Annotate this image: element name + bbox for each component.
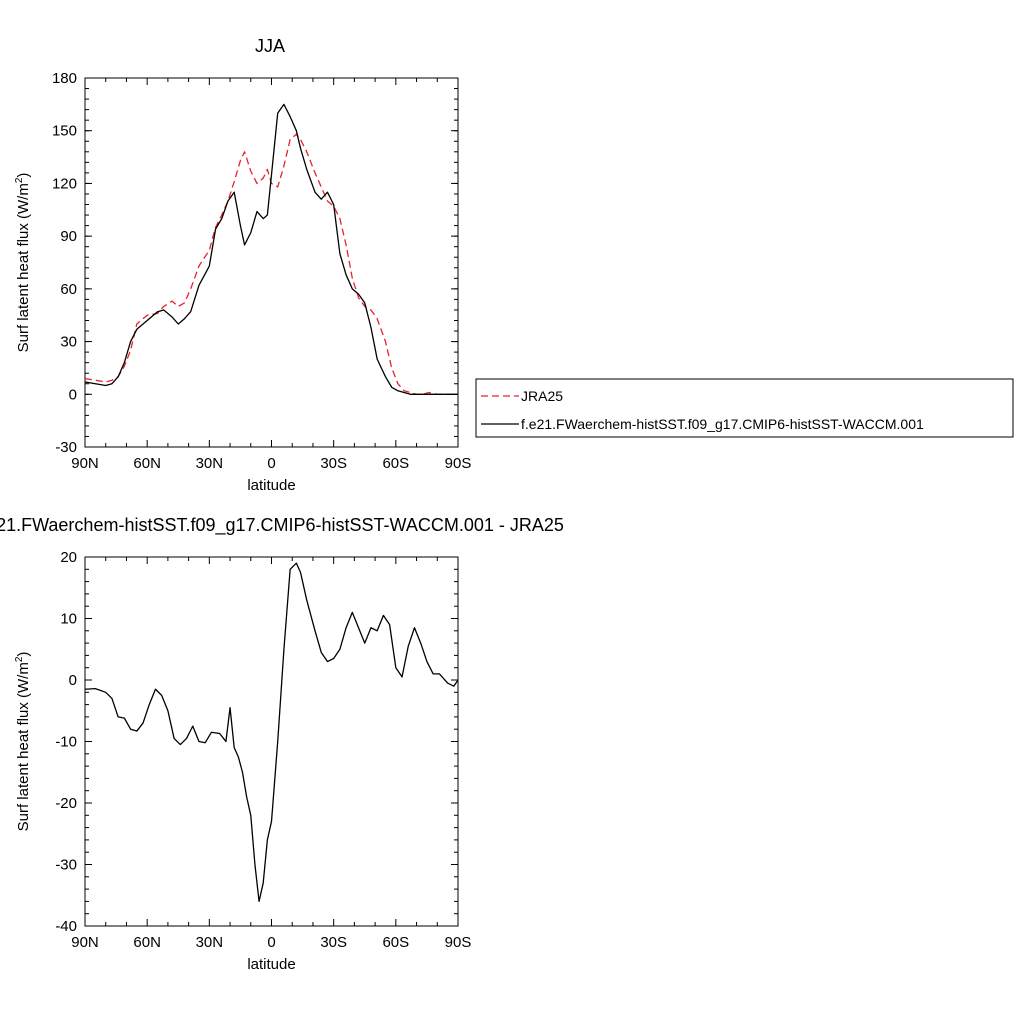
bottom-xtick-label: 90S	[445, 934, 472, 951]
top-series-model-line	[84, 103, 458, 395]
bottom-ytick-label: -30	[55, 857, 77, 874]
bottom-ytick-label: -10	[55, 734, 77, 751]
top-ytick-label: 90	[60, 228, 77, 245]
top-ytick-label: 150	[52, 123, 77, 140]
top-xtick-label: 90S	[445, 455, 472, 472]
top-xtick-label: 0	[267, 455, 275, 472]
bottom-ytick-label: 10	[60, 611, 77, 628]
bottom-ytick-label: -40	[55, 918, 77, 935]
legend: JRA25 f.e21.FWaerchem-histSST.f09_g17.CM…	[475, 378, 1014, 438]
legend-label-jra25: JRA25	[521, 388, 563, 404]
top-xtick-label: 30S	[320, 455, 347, 472]
bottom-ytick-label: -20	[55, 795, 77, 812]
bottom-yaxis-title: Surf latent heat flux (W/m2)	[14, 652, 32, 832]
bottom-ytick-label: 0	[69, 672, 77, 689]
bottom-plot: 90N 60N 30N 0 30S 60S 90S -40 -30 -20 -10 0 10 20 lati…	[14, 549, 471, 973]
bottom-plot-frame	[84, 556, 459, 927]
top-ytick-label: 120	[52, 175, 77, 192]
bottom-xtick-label: 90N	[71, 934, 99, 951]
top-ytick-label: 0	[69, 386, 77, 403]
top-ytick-label: 180	[52, 70, 77, 87]
top-ytick-label: -30	[55, 439, 77, 456]
top-series-jra25-line	[84, 133, 458, 395]
top-xtick-label: 60S	[382, 455, 409, 472]
top-xtick-label: 30N	[196, 455, 224, 472]
top-yaxis-title: Surf latent heat flux (W/m2)	[14, 173, 32, 353]
legend-box	[475, 378, 1014, 438]
top-xtick-label: 90N	[71, 455, 99, 472]
bottom-xtick-label: 60S	[382, 934, 409, 951]
bottom-xtick-label: 60N	[133, 934, 161, 951]
top-ytick-label: 30	[60, 334, 77, 351]
top-plot-title: JJA	[255, 36, 285, 56]
top-xtick-label: 60N	[133, 455, 161, 472]
top-ytick-label: 60	[60, 281, 77, 298]
bottom-ytick-label: 20	[60, 549, 77, 566]
top-plot: 90N 60N 30N 0 30S 60S 90S -30 0 30 60 90 120 150 180 la…	[14, 70, 471, 494]
bottom-plot-title: f.e21.FWaerchem-histSST.f09_g17.CMIP6-hi…	[0, 515, 564, 536]
bottom-xtick-label: 30N	[196, 934, 224, 951]
bottom-xaxis-title: latitude	[247, 956, 295, 973]
top-xaxis-title: latitude	[247, 477, 295, 494]
legend-label-model: f.e21.FWaerchem-histSST.f09_g17.CMIP6-hi…	[521, 416, 924, 432]
bottom-xtick-label: 30S	[320, 934, 347, 951]
bottom-xtick-label: 0	[267, 934, 275, 951]
bottom-series-difference-line	[84, 562, 459, 903]
